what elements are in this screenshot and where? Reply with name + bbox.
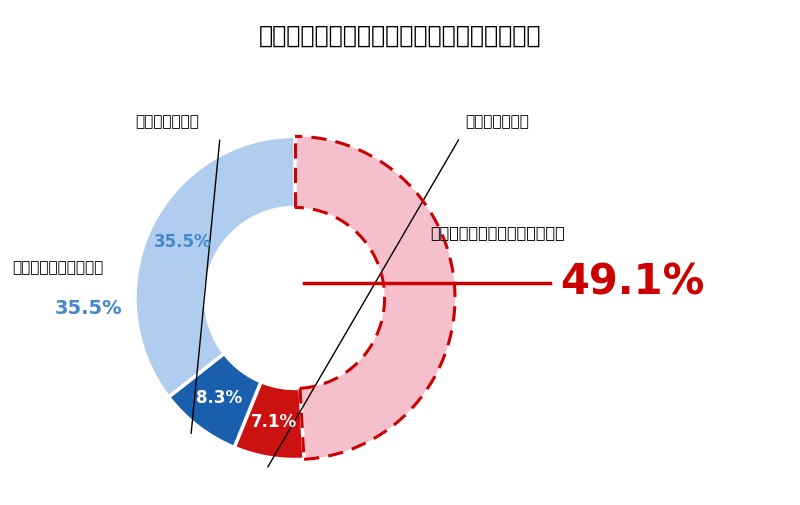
Wedge shape	[295, 136, 455, 459]
Text: 8.3%: 8.3%	[196, 389, 242, 407]
Text: 7.1%: 7.1%	[251, 413, 298, 431]
Text: 生活者のパーソナルデータ提供に関する考え: 生活者のパーソナルデータ提供に関する考え	[258, 23, 542, 47]
Text: 35.5%: 35.5%	[154, 233, 212, 251]
Wedge shape	[234, 382, 304, 460]
Text: 条件によっては提供してもよい: 条件によっては提供してもよい	[430, 225, 565, 240]
Text: あまり提供したくない: あまり提供したくない	[12, 260, 103, 275]
Text: 提供してもよい: 提供してもよい	[465, 114, 529, 129]
Wedge shape	[135, 136, 295, 397]
Text: 提供したくない: 提供したくない	[135, 114, 199, 129]
Text: 35.5%: 35.5%	[55, 298, 122, 318]
Text: 49.1%: 49.1%	[560, 262, 704, 304]
Wedge shape	[169, 354, 261, 447]
